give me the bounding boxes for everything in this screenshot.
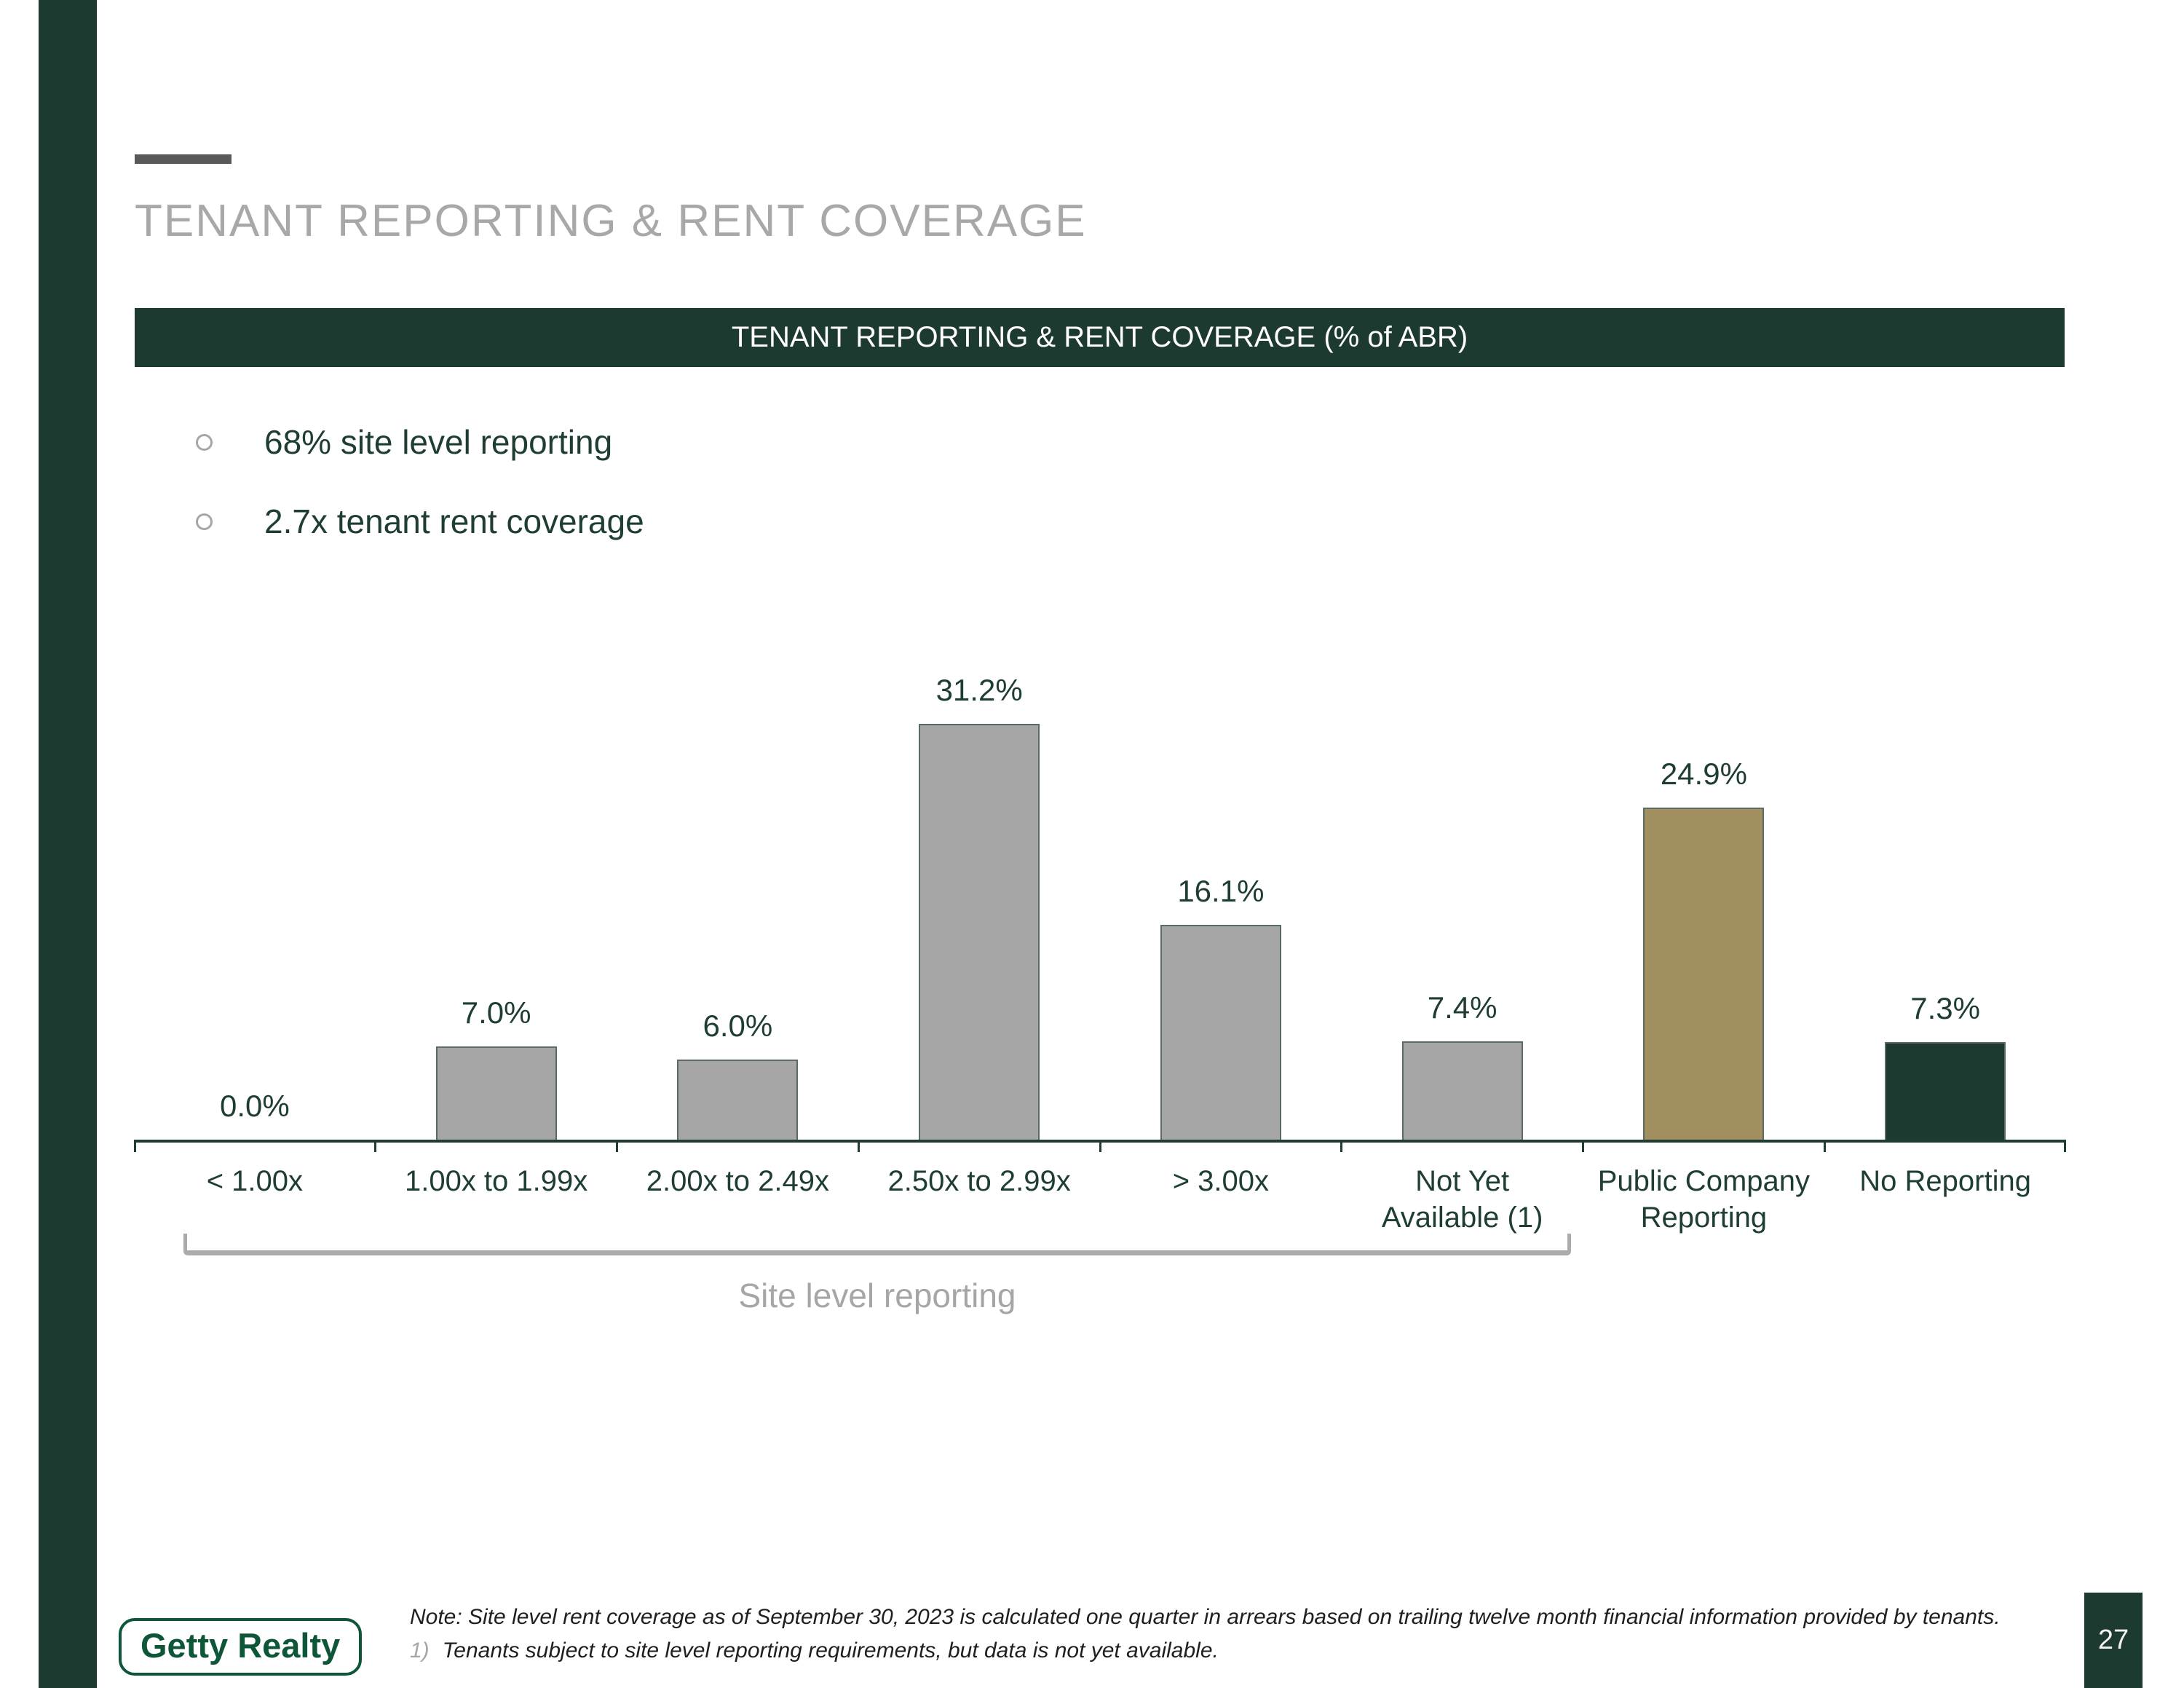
footnote-item-text: Tenants subject to site level reporting … bbox=[442, 1638, 1219, 1663]
getty-realty-logo: Getty Realty bbox=[119, 1618, 363, 1676]
x-axis-label: 2.50x to 2.99x bbox=[887, 1165, 1071, 1197]
x-axis-tick bbox=[857, 1140, 860, 1152]
x-axis-tick bbox=[1099, 1140, 1101, 1152]
bar bbox=[1643, 808, 1765, 1140]
bracket-label: Site level reporting bbox=[738, 1277, 1016, 1314]
bar-value-label: 0.0% bbox=[220, 1089, 290, 1123]
x-axis-label: > 3.00x bbox=[1172, 1165, 1270, 1197]
bar bbox=[919, 724, 1040, 1140]
bar-value-label: 7.4% bbox=[1427, 990, 1497, 1025]
left-accent-sidebar bbox=[39, 0, 97, 1688]
circle-bullet-icon bbox=[196, 513, 213, 530]
bullet-item-site-level-reporting: 68% site level reporting bbox=[196, 422, 612, 462]
bar-value-label: 24.9% bbox=[1660, 757, 1747, 791]
bullet-item-tenant-rent-coverage: 2.7x tenant rent coverage bbox=[196, 502, 644, 541]
x-axis-tick bbox=[1340, 1140, 1343, 1152]
x-axis-label: < 1.00x bbox=[206, 1165, 304, 1197]
x-axis-tick bbox=[616, 1140, 618, 1152]
bar-value-label: 16.1% bbox=[1177, 874, 1265, 908]
page-title: TENANT REPORTING & RENT COVERAGE bbox=[135, 196, 1087, 246]
x-axis-label: 2.00x to 2.49x bbox=[646, 1165, 830, 1197]
x-axis-tick bbox=[1823, 1140, 1826, 1152]
x-axis-tick bbox=[134, 1140, 136, 1152]
bar bbox=[677, 1060, 799, 1140]
x-axis-tick bbox=[2064, 1140, 2066, 1152]
x-axis-label: 1.00x to 1.99x bbox=[404, 1165, 588, 1197]
x-axis-tick bbox=[1582, 1140, 1584, 1152]
x-axis-label: Not Yet Available (1) bbox=[1381, 1165, 1543, 1234]
x-axis-tick bbox=[374, 1140, 377, 1152]
footnote-item-1: 1) Tenants subject to site level reportin… bbox=[410, 1638, 2011, 1663]
title-accent-line bbox=[135, 154, 232, 164]
x-axis-label: Public Company Reporting bbox=[1597, 1165, 1810, 1234]
bar-value-label: 7.0% bbox=[461, 995, 531, 1030]
site-level-reporting-bracket bbox=[183, 1234, 1571, 1255]
bullet-label: 2.7x tenant rent coverage bbox=[264, 502, 644, 540]
circle-bullet-icon bbox=[196, 433, 213, 451]
bar-value-label: 7.3% bbox=[1910, 991, 1980, 1025]
footnote-marker: 1) bbox=[410, 1638, 430, 1663]
bar-chart: 0.0% < 1.00x 7.0% 1.00x to 1.99x 6.0% 2.00x t… bbox=[134, 673, 2066, 1234]
bar bbox=[435, 1046, 557, 1140]
bar-value-label: 6.0% bbox=[703, 1009, 773, 1043]
bar bbox=[1160, 925, 1281, 1140]
chart-title-banner: TENANT REPORTING & RENT COVERAGE (% of A… bbox=[135, 308, 2065, 367]
footnote-note: Note: Site level rent coverage as of Sep… bbox=[410, 1605, 2001, 1629]
x-axis-label: No Reporting bbox=[1859, 1165, 2031, 1197]
bar bbox=[1401, 1041, 1523, 1140]
chart-title-banner-label: TENANT REPORTING & RENT COVERAGE (% of A… bbox=[731, 321, 1468, 353]
bar-value-label: 31.2% bbox=[935, 673, 1023, 707]
page-number-badge: 27 bbox=[2084, 1593, 2143, 1688]
bullet-label: 68% site level reporting bbox=[264, 423, 613, 461]
bar bbox=[1885, 1042, 2006, 1140]
